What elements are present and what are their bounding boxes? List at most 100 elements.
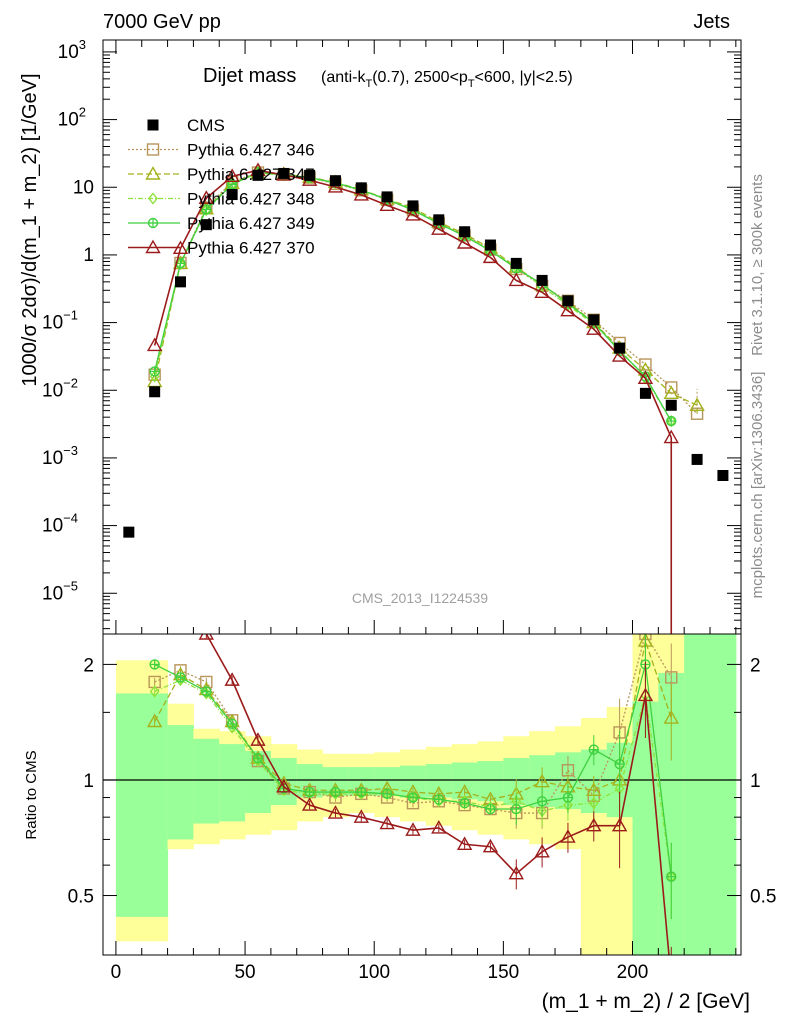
x-tick-label: 50 [234,962,255,983]
series-line [154,171,698,415]
ratio-y-tick-label: 2 [83,655,94,676]
y-tick-label: 1 [83,245,94,266]
legend-marker [147,217,159,229]
ratio-point [175,672,186,683]
ratio-panel: 2 2 1 1 0.5 0.5 0 50 100 150 200 [68,633,776,986]
cms-data-point [200,219,212,231]
cms-data-point [665,399,677,411]
ratio-point [379,815,395,830]
ratio-point [588,744,599,755]
cms-data-point [717,469,729,481]
ratio-y-tick-label-right: 0.5 [750,887,776,908]
title-sub-1: T [365,78,372,90]
ratio-point [665,671,678,684]
ratio-point [508,865,524,880]
data-point [146,337,163,352]
uncertainty-band-inner [167,725,194,840]
uncertainty-band-inner [219,744,246,822]
x-tick-label: 0 [111,962,122,983]
cms-data-point [484,239,496,251]
title-detail-2: (0.7), 2500<p [372,69,468,86]
ratio-point [637,687,654,702]
data-point [201,204,212,215]
cms-data-point [304,169,316,181]
ratio-point [149,659,160,670]
legend-marker [148,192,158,205]
analysis-watermark: CMS_2013_I1224539 [352,590,488,606]
legend-entry-pythia-6.427-347: Pythia 6.427 347 [128,165,315,184]
ratio-point [586,817,602,832]
legend-entry-pythia-6.427-349: Pythia 6.427 349 [128,214,315,233]
uncertainty-band-inner [115,693,169,917]
ratio-plot-area [103,634,741,986]
data-point [482,249,499,264]
data-point [149,366,160,377]
x-tick-label: 100 [358,962,390,983]
x-tick-label: 150 [488,962,520,983]
title-detail-3: <600, |y|<2.5) [475,69,573,86]
cms-data-point [329,175,341,187]
data-point [379,197,395,212]
ratio-point [534,773,550,788]
ratio-point [614,758,625,770]
data-point [224,168,240,183]
svg-text:(anti-kT(0.7), 2500<pT<600, |y: (anti-kT(0.7), 2500<pT<600, |y|<2.5) [321,69,573,90]
legend-label: Pythia 6.427 349 [187,214,315,233]
uncertainty-band-inner [477,761,504,802]
ratio-series-pythia-6.427-349 [149,634,677,920]
cms-data-point [355,182,367,194]
data-point [560,302,576,317]
y-axis-label-top: 1000/σ 2dσ)/d(m_1 + m_2) [1/GeV] [19,73,41,386]
cms-data-point [252,169,264,181]
ratio-point [663,710,679,724]
ratio-point [611,817,628,832]
data-point [663,385,679,400]
ratio-frame [102,633,742,956]
ratio-point [666,871,677,882]
ratio-point [224,672,240,686]
ratio-point [227,721,238,734]
ratio-point [433,794,444,805]
ratio-point [276,778,292,793]
ratio-point [560,829,576,843]
ratio-point [198,634,215,640]
data-point [175,258,186,271]
series-line [153,169,672,438]
ratio-point [327,805,344,819]
data-point [611,348,628,362]
ratio-point [511,803,522,815]
series-cms [123,167,729,538]
legend-label: Pythia 6.427 370 [187,239,315,258]
y-tick-label: 10−1 [42,308,78,334]
data-point [637,370,654,385]
ratio-point [407,792,419,803]
y-tick-label: 10 [73,177,94,198]
ratio-point [253,754,263,768]
title-detail-1: (anti-k [321,69,366,86]
data-point [405,207,421,221]
legend-marker [146,143,160,156]
cms-data-point [639,387,651,399]
data-point [666,415,677,427]
uncertainty-band-inner [193,738,220,824]
ratio-point [482,838,499,853]
ratio-series-line [154,634,672,814]
legend-label: Pythia 6.427 346 [187,141,315,160]
legend-entry-pythia-6.427-348: Pythia 6.427 348 [128,190,315,209]
y-tick-label: 102 [58,105,86,131]
ratio-point [353,809,369,823]
ratio-point [536,796,548,807]
cms-data-point [278,167,290,179]
cms-data-point [123,526,135,538]
ratio-point [381,788,393,800]
data-point [534,284,550,299]
cms-data-point [510,257,522,269]
data-point [431,221,447,235]
ratio-y-tick-label-right: 2 [750,655,761,676]
legend-label: Pythia 6.427 347 [187,165,315,184]
data-point [198,190,215,204]
ratio-point [665,974,678,986]
data-point [586,321,602,335]
